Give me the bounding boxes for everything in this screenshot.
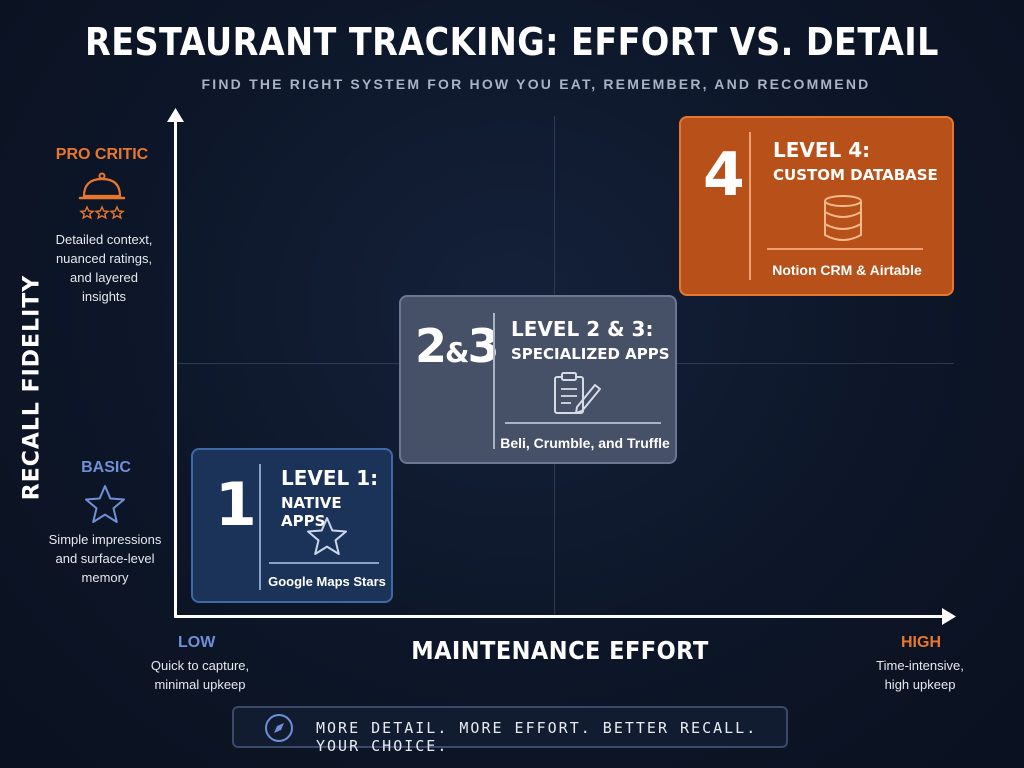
x-axis-line <box>174 615 946 618</box>
x-low-label: LOW <box>178 634 216 651</box>
card-level-1-rule <box>269 562 379 564</box>
y-high-label: PRO CRITIC <box>55 146 149 163</box>
y-low-description: Simple impressions and surface-level mem… <box>48 532 162 585</box>
footer-banner: MORE DETAIL. MORE EFFORT. BETTER RECALL.… <box>232 706 788 755</box>
card-level-4-level: LEVEL 4: <box>773 138 871 162</box>
card-level-4: 4 LEVEL 4: CUSTOM DATABASE Notion CRM & … <box>679 116 954 296</box>
database-icon <box>824 195 862 241</box>
card-level-2-3: 2&3 LEVEL 2 & 3: SPECIALIZED APPS Beli, … <box>399 295 677 464</box>
page-subtitle: FIND THE RIGHT SYSTEM FOR HOW YOU EAT, R… <box>201 76 871 92</box>
card-level-2-3-name: SPECIALIZED APPS <box>511 345 670 363</box>
card-level-4-rule <box>767 248 923 250</box>
card-level-2-3-tools: Beli, Crumble, and Truffle <box>500 435 670 451</box>
x-high-description: Time-intensive, high upkeep <box>876 658 964 692</box>
footer-text: MORE DETAIL. MORE EFFORT. BETTER RECALL.… <box>316 719 758 755</box>
x-high-label: HIGH <box>901 634 941 651</box>
page-title: RESTAURANT TRACKING: EFFORT VS. DETAIL <box>85 20 939 64</box>
x-axis-title: MAINTENANCE EFFORT <box>411 636 709 665</box>
card-level-4-name: CUSTOM DATABASE <box>773 166 938 184</box>
y-high-description: Detailed context, nuanced ratings, and l… <box>55 232 153 304</box>
card-level-2-3-divider <box>493 313 495 449</box>
y-axis-title: RECALL FIDELITY <box>19 274 45 501</box>
card-level-4-number: 4 <box>703 140 745 210</box>
card-level-4-divider <box>749 132 751 280</box>
card-level-1: 1 LEVEL 1: NATIVE APPS Google Maps Stars <box>191 448 393 603</box>
card-level-2-3-rule <box>505 422 661 424</box>
card-level-2-3-level: LEVEL 2 & 3: <box>511 317 654 341</box>
y-axis-line <box>174 118 177 618</box>
y-low-label: BASIC <box>81 459 131 476</box>
star-outline-icon <box>307 517 347 555</box>
y-axis-arrow-icon <box>167 108 184 122</box>
card-level-2-3-number: 2&3 <box>415 319 499 373</box>
card-level-1-tools: Google Maps Stars <box>268 574 386 589</box>
x-low-description: Quick to capture, minimal upkeep <box>150 658 250 692</box>
x-axis-arrow-icon <box>942 608 956 625</box>
cloche-with-stars-icon <box>78 172 126 220</box>
card-level-1-divider <box>259 464 261 590</box>
compass-icon <box>265 714 293 742</box>
star-outline-icon <box>85 485 125 523</box>
card-level-4-tools: Notion CRM & Airtable <box>772 262 922 278</box>
card-level-1-level: LEVEL 1: <box>281 466 379 490</box>
clipboard-pencil-icon <box>554 372 601 414</box>
card-level-1-number: 1 <box>215 470 257 540</box>
card-level-1-name: NATIVE APPS <box>281 494 342 530</box>
